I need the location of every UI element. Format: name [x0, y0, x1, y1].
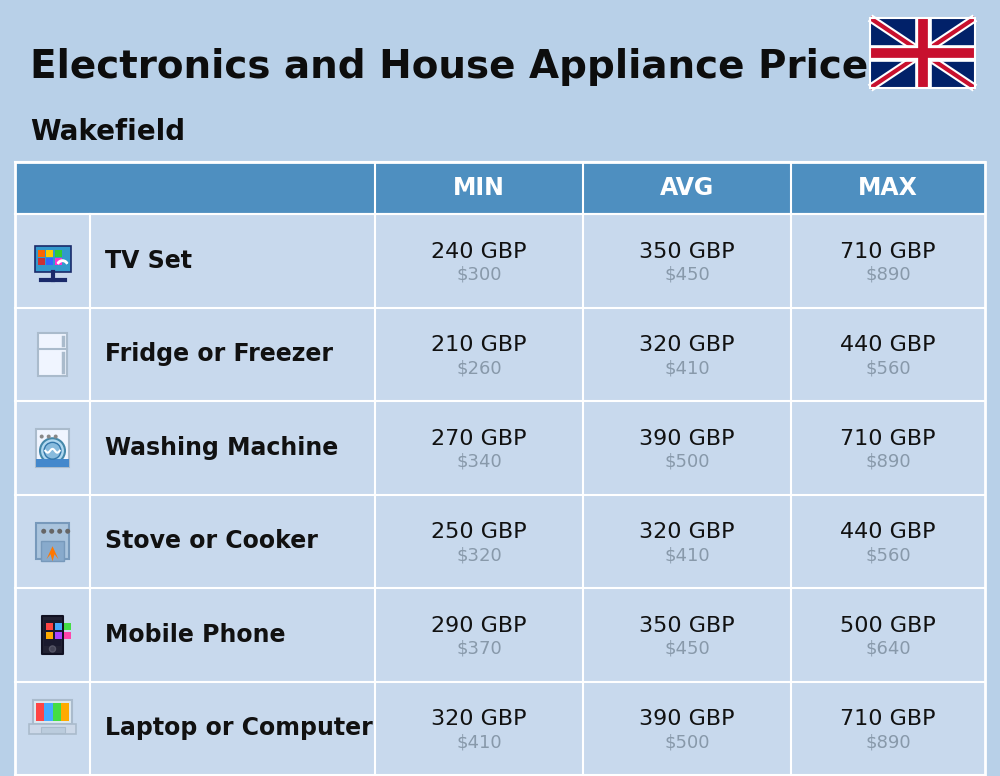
Circle shape — [49, 528, 54, 534]
Circle shape — [50, 646, 56, 652]
Text: $890: $890 — [865, 452, 911, 471]
Bar — [870, 18, 975, 88]
Bar — [15, 494, 985, 588]
Bar — [29, 724, 76, 734]
Text: 710 GBP: 710 GBP — [840, 709, 936, 729]
Text: Laptop or Computer: Laptop or Computer — [105, 716, 373, 740]
Text: 710 GBP: 710 GBP — [840, 242, 936, 262]
Text: 350 GBP: 350 GBP — [639, 242, 735, 262]
Text: $300: $300 — [456, 265, 502, 284]
Bar — [36, 523, 69, 559]
Text: $260: $260 — [456, 359, 502, 377]
Bar — [61, 703, 69, 721]
Bar — [46, 250, 53, 257]
Text: 320 GBP: 320 GBP — [431, 709, 527, 729]
Text: 440 GBP: 440 GBP — [840, 335, 936, 355]
Circle shape — [54, 435, 58, 438]
Bar — [38, 333, 67, 376]
Bar — [52, 703, 61, 721]
Bar — [44, 619, 61, 646]
Polygon shape — [46, 546, 58, 561]
Text: 320 GBP: 320 GBP — [639, 335, 735, 355]
Text: Mobile Phone: Mobile Phone — [105, 623, 286, 646]
Text: $450: $450 — [664, 265, 710, 284]
Bar — [15, 307, 985, 401]
Text: Stove or Cooker: Stove or Cooker — [105, 529, 318, 553]
Text: $410: $410 — [664, 546, 710, 564]
Text: $890: $890 — [865, 733, 911, 751]
Text: $500: $500 — [664, 733, 710, 751]
Text: 390 GBP: 390 GBP — [639, 429, 735, 449]
Text: AVG: AVG — [660, 176, 714, 200]
Bar — [36, 459, 69, 467]
Circle shape — [65, 528, 70, 534]
Bar — [44, 703, 52, 721]
Text: $410: $410 — [664, 359, 710, 377]
Text: 500 GBP: 500 GBP — [840, 615, 936, 636]
Text: 440 GBP: 440 GBP — [840, 522, 936, 542]
Text: TV Set: TV Set — [105, 249, 192, 272]
Bar — [55, 632, 62, 639]
Bar — [55, 622, 62, 629]
Text: Wakefield: Wakefield — [30, 118, 185, 146]
Bar — [46, 622, 53, 629]
Bar — [38, 250, 45, 257]
Circle shape — [41, 528, 46, 534]
Bar — [64, 632, 71, 639]
Bar — [46, 258, 53, 265]
Text: $560: $560 — [865, 546, 911, 564]
Bar — [15, 681, 985, 775]
Bar — [55, 258, 62, 265]
Bar — [870, 18, 975, 88]
Text: 290 GBP: 290 GBP — [431, 615, 527, 636]
Text: 270 GBP: 270 GBP — [431, 429, 527, 449]
Text: $890: $890 — [865, 265, 911, 284]
Text: $640: $640 — [865, 639, 911, 658]
Text: MAX: MAX — [858, 176, 918, 200]
Circle shape — [44, 442, 61, 459]
Bar — [38, 258, 45, 265]
Text: $340: $340 — [456, 452, 502, 471]
Text: $450: $450 — [664, 639, 710, 658]
Bar — [15, 588, 985, 681]
Circle shape — [47, 435, 51, 438]
Bar — [40, 727, 64, 733]
Text: $370: $370 — [456, 639, 502, 658]
Text: 210 GBP: 210 GBP — [431, 335, 527, 355]
Bar — [55, 250, 62, 257]
Bar — [36, 703, 44, 721]
Text: 390 GBP: 390 GBP — [639, 709, 735, 729]
Text: 710 GBP: 710 GBP — [840, 429, 936, 449]
Wedge shape — [57, 260, 68, 264]
Text: $500: $500 — [664, 452, 710, 471]
Bar — [41, 541, 64, 561]
Bar — [34, 245, 70, 272]
Bar — [15, 214, 985, 307]
Bar — [46, 632, 53, 639]
Text: 250 GBP: 250 GBP — [431, 522, 527, 542]
Text: 350 GBP: 350 GBP — [639, 615, 735, 636]
Circle shape — [40, 438, 65, 463]
Bar — [33, 700, 72, 724]
Text: MIN: MIN — [453, 176, 505, 200]
Text: Washing Machine: Washing Machine — [105, 436, 338, 459]
Bar — [36, 428, 69, 467]
Circle shape — [57, 528, 62, 534]
Text: 320 GBP: 320 GBP — [639, 522, 735, 542]
Text: $320: $320 — [456, 546, 502, 564]
Bar — [15, 401, 985, 494]
Text: 240 GBP: 240 GBP — [431, 242, 527, 262]
Bar — [42, 615, 63, 654]
Text: $560: $560 — [865, 359, 911, 377]
Bar — [15, 162, 985, 214]
Text: Electronics and House Appliance Prices: Electronics and House Appliance Prices — [30, 48, 891, 86]
Circle shape — [40, 435, 44, 438]
Bar — [64, 622, 71, 629]
Bar — [15, 162, 985, 775]
Text: Fridge or Freezer: Fridge or Freezer — [105, 342, 333, 366]
Text: $410: $410 — [456, 733, 502, 751]
